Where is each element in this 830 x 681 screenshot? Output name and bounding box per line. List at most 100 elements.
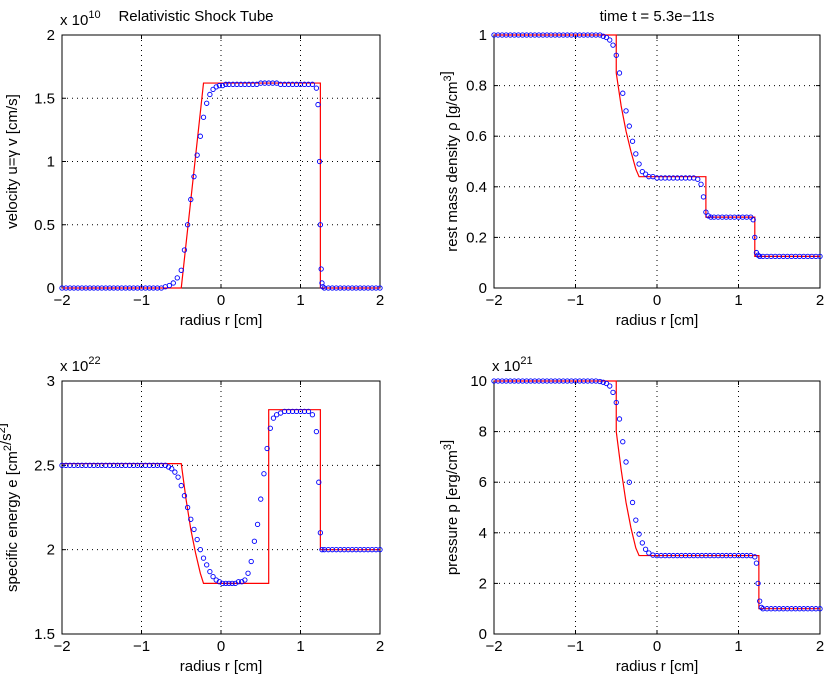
data-point	[213, 84, 219, 90]
axis-multiplier: x 1010	[60, 9, 101, 29]
y-tick-label: 0.2	[466, 229, 487, 246]
data-point	[175, 474, 181, 480]
data-point	[757, 253, 763, 260]
data-point	[191, 174, 197, 180]
y-axis-label: velocity u=γ v [cm/s]	[4, 94, 21, 229]
data-point	[210, 86, 216, 93]
chart-title: Relativistic Shock Tube	[118, 8, 273, 25]
data-point	[264, 445, 270, 452]
data-point	[603, 380, 610, 387]
data-point	[317, 530, 324, 536]
x-axis-label: radius r [cm]	[180, 658, 263, 675]
y-tick-label: 0.4	[466, 179, 487, 196]
data-point	[642, 546, 649, 552]
x-tick-label: −1	[567, 292, 584, 309]
data-point	[755, 580, 761, 587]
data-point	[316, 158, 323, 165]
data-point	[639, 540, 645, 546]
data-point	[313, 428, 320, 435]
data-point	[610, 42, 616, 48]
x-tick-label: 2	[816, 638, 824, 655]
data-point	[319, 280, 325, 286]
data-point	[267, 425, 273, 431]
y-axis-label: pressure p [erg/cm3]	[438, 440, 461, 575]
data-point	[169, 466, 175, 472]
data-point	[181, 493, 188, 499]
data-point	[753, 560, 760, 566]
data-point	[603, 34, 610, 41]
y-tick-label: 2.5	[34, 457, 55, 474]
x-axis-label: radius r [cm]	[616, 658, 699, 675]
y-axis-label: specific energy e [cm2/s2]	[0, 423, 21, 592]
x-axis-label: radius r [cm]	[180, 312, 263, 329]
data-point	[235, 579, 242, 585]
data-point	[750, 217, 756, 223]
data-point	[248, 558, 254, 565]
data-point	[377, 285, 383, 291]
data-point	[319, 547, 325, 553]
data-point	[200, 555, 207, 561]
data-point	[607, 37, 613, 43]
y-tick-label: 0	[479, 280, 487, 297]
data-point	[188, 196, 194, 203]
data-point	[219, 580, 226, 587]
y-tick-label: 1.5	[34, 626, 55, 643]
data-point	[204, 562, 210, 568]
data-point	[226, 580, 232, 587]
x-tick-label: 1	[296, 638, 304, 655]
x-tick-label: 0	[653, 638, 661, 655]
data-point	[636, 161, 642, 167]
data-point	[210, 574, 216, 580]
y-tick-label: 2	[47, 27, 55, 44]
x-tick-label: 1	[734, 638, 742, 655]
data-point	[636, 531, 642, 537]
data-point	[170, 280, 176, 286]
data-point	[184, 222, 191, 228]
x-tick-label: 2	[376, 292, 384, 309]
data-point	[600, 379, 606, 385]
data-point	[172, 469, 178, 475]
data-point	[194, 152, 200, 158]
y-tick-label: 3	[47, 373, 55, 390]
data-point	[207, 91, 213, 98]
x-tick-label: 2	[816, 292, 824, 309]
y-tick-label: 1.5	[34, 90, 55, 107]
x-tick-label: 1	[734, 292, 742, 309]
data-point	[752, 554, 758, 560]
data-point	[197, 133, 203, 139]
y-tick-label: 8	[479, 424, 487, 441]
y-tick-label: 2	[479, 575, 487, 592]
x-tick-label: −1	[567, 638, 584, 655]
y-tick-label: 0.6	[466, 128, 487, 145]
y-tick-label: 10	[470, 373, 487, 390]
x-tick-label: 2	[376, 638, 384, 655]
x-tick-label: 0	[217, 292, 225, 309]
x-tick-label: −2	[53, 292, 70, 309]
data-point	[216, 82, 223, 89]
data-point	[309, 412, 316, 418]
series-analytic-line	[62, 409, 380, 585]
axis-multiplier: x 1021	[492, 355, 533, 375]
data-point	[318, 266, 324, 272]
data-point	[597, 32, 603, 38]
data-point	[181, 247, 188, 253]
x-tick-label: 0	[653, 292, 661, 309]
x-tick-label: −2	[485, 638, 502, 655]
data-point	[207, 568, 213, 575]
data-point	[313, 85, 320, 91]
data-point	[646, 550, 652, 556]
x-tick-label: 0	[217, 638, 225, 655]
data-point	[317, 222, 324, 228]
data-point	[597, 378, 603, 385]
data-point	[623, 459, 629, 465]
x-tick-label: −2	[53, 638, 70, 655]
data-point	[708, 214, 714, 220]
data-point	[200, 114, 207, 120]
data-point	[616, 70, 623, 76]
data-point	[613, 399, 619, 406]
chart-energy: −2 −1 0 1 2 1.5 2 2.5 3 x 1022 radius r [cm] specif…	[0, 355, 384, 675]
data-point	[245, 570, 251, 576]
data-point	[700, 194, 707, 200]
data-point	[178, 482, 184, 489]
y-tick-label: 1	[479, 27, 487, 44]
